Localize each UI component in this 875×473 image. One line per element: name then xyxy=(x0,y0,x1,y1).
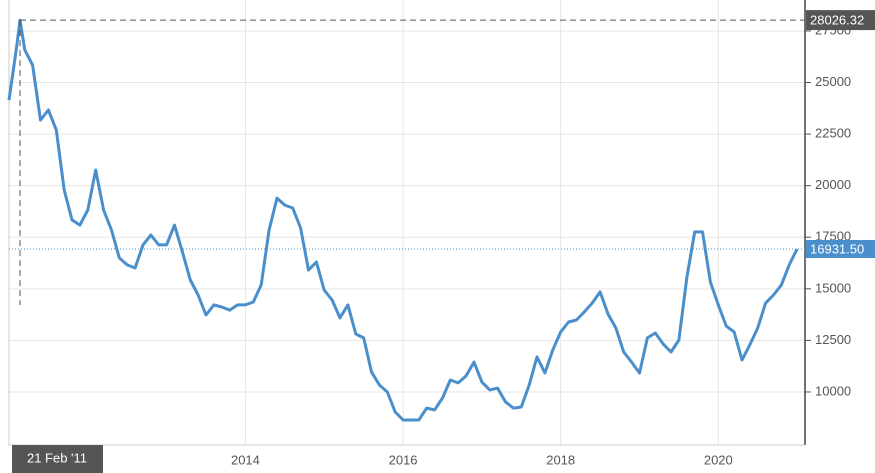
crosshair-date-box xyxy=(12,445,103,473)
y-tick-label: 12500 xyxy=(815,332,851,347)
x-tick-label: 2014 xyxy=(231,452,260,467)
max-value-box xyxy=(806,10,875,31)
y-tick-label: 10000 xyxy=(815,383,851,398)
y-tick-label: 15000 xyxy=(815,280,851,295)
x-tick-label: 2016 xyxy=(389,452,418,467)
last-value-label: 16931.50 xyxy=(810,241,864,256)
data-line xyxy=(7,18,799,422)
x-tick-label: 2020 xyxy=(704,452,733,467)
max-value-label: 28026.32 xyxy=(810,13,864,28)
y-tick-label: 17500 xyxy=(815,229,851,244)
crosshair-date-label: 21 Feb '11 xyxy=(27,450,87,465)
last-value-box xyxy=(806,239,875,258)
x-tick-label: 2018 xyxy=(546,452,575,467)
y-tick-label: 25000 xyxy=(815,74,851,89)
y-tick-label: 22500 xyxy=(815,126,851,141)
y-tick-label: 20000 xyxy=(815,177,851,192)
